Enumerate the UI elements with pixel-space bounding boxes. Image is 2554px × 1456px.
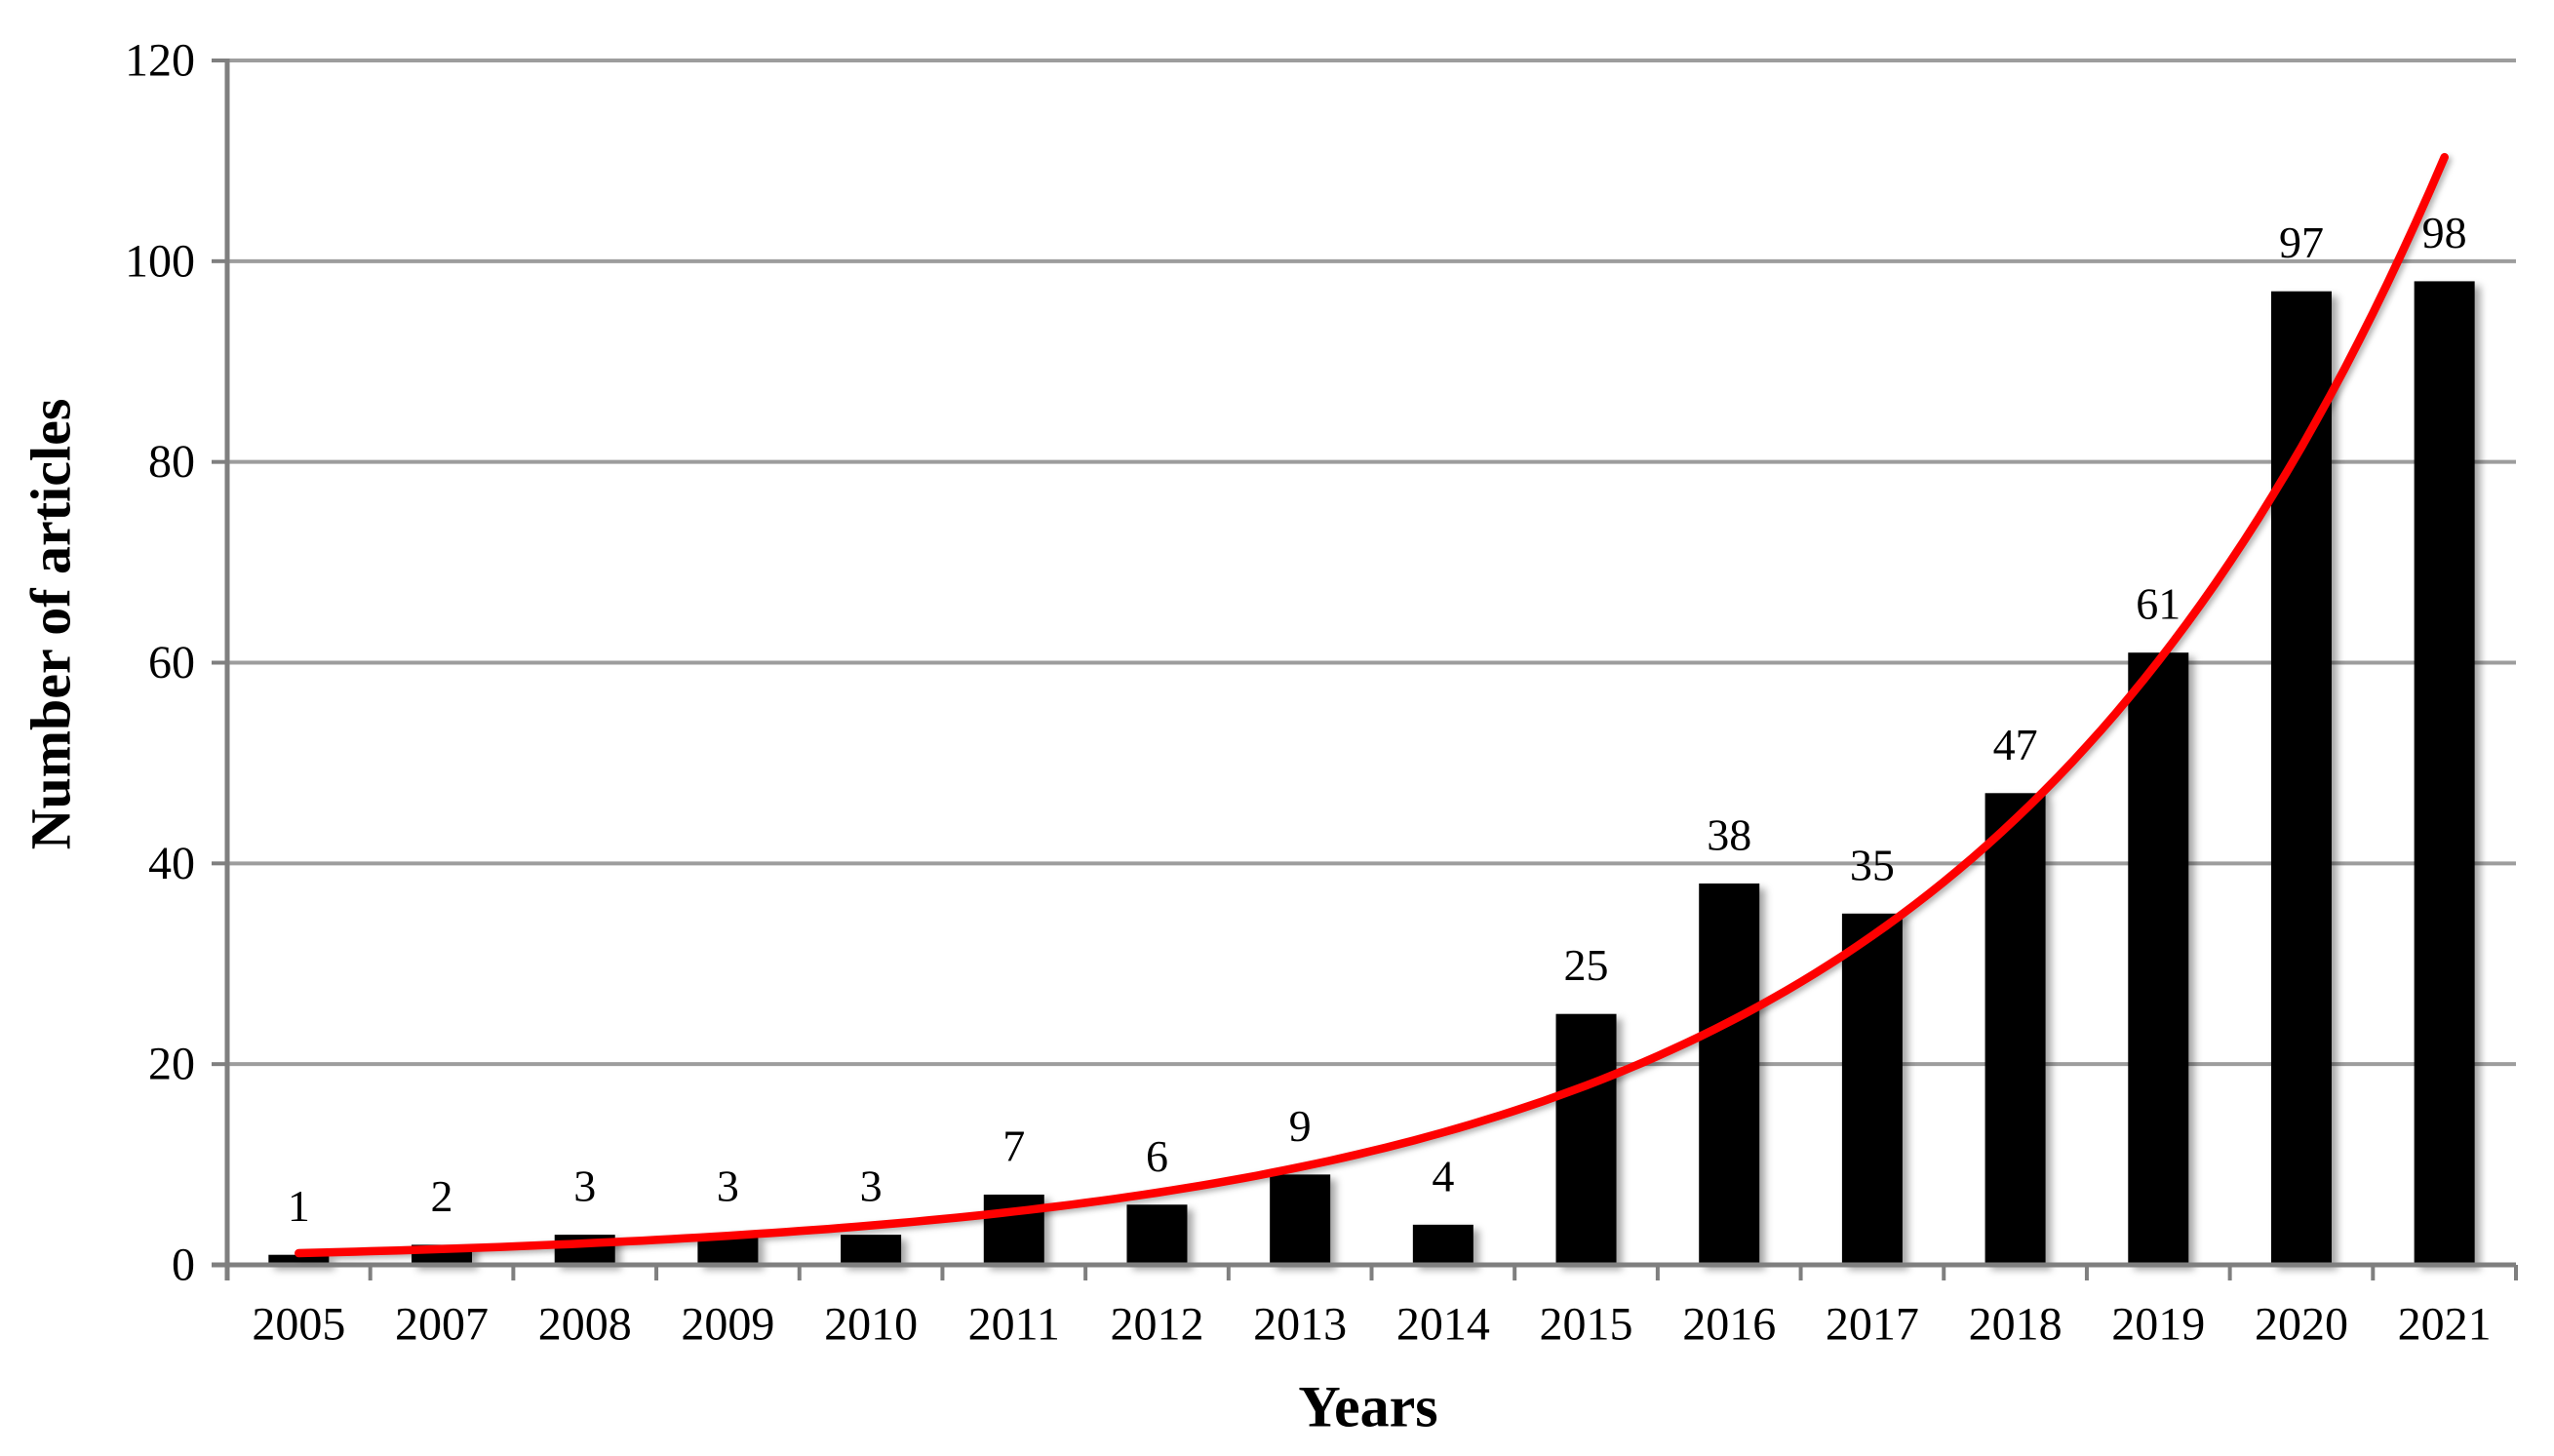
bar-2012 [1126,1204,1188,1265]
x-tick-label-2020: 2020 [2255,1299,2348,1351]
y-tick-label: 20 [148,1039,195,1090]
bar-value-label: 35 [1850,840,1895,889]
bar-value-label: 3 [860,1161,883,1211]
y-tick-label: 0 [172,1240,195,1291]
bar-2019 [2128,652,2189,1265]
x-axis-title: Years [1298,1374,1438,1439]
bar-2005 [268,1254,330,1265]
bar-2018 [1984,793,2046,1265]
bar-2014 [1412,1224,1473,1265]
bar-value-label: 1 [288,1181,310,1231]
bar-value-label: 2 [431,1171,453,1221]
x-tick-label-2018: 2018 [1969,1299,2063,1351]
x-tick-label-2010: 2010 [824,1299,918,1351]
bar-2016 [1699,883,1760,1265]
bar-value-label: 61 [2136,579,2181,629]
bar-value-label: 3 [573,1161,596,1211]
bar-value-label: 6 [1146,1131,1168,1181]
x-tick-label-2012: 2012 [1110,1299,1203,1351]
x-tick-label-2011: 2011 [968,1299,1060,1351]
bar-2021 [2414,281,2475,1266]
bar-value-label: 47 [1993,720,2038,769]
bar-value-label: 9 [1289,1101,1312,1151]
exponential-trendline [295,152,2449,1258]
bar-2015 [1555,1013,1617,1265]
bar-2020 [2270,291,2332,1265]
x-tick-label-2019: 2019 [2111,1299,2205,1351]
y-tick-label: 60 [148,637,195,689]
bar-value-label: 98 [2422,208,2467,257]
x-tick-label-2005: 2005 [252,1299,345,1351]
x-tick-label-2021: 2021 [2398,1299,2492,1351]
bar-2017 [1841,913,1903,1265]
y-tick-label: 120 [125,35,195,87]
x-tick-label-2009: 2009 [681,1299,774,1351]
bar-2013 [1270,1174,1331,1265]
x-tick-label-2017: 2017 [1826,1299,1919,1351]
y-tick-label: 100 [125,235,195,287]
x-tick-label-2015: 2015 [1540,1299,1633,1351]
y-axis-title: Number of articles [19,398,83,850]
bar-value-label: 97 [2279,217,2324,267]
y-tick-label: 80 [148,436,195,488]
bar-value-label: 7 [1002,1121,1025,1170]
bar-value-label: 4 [1432,1151,1454,1200]
bar-value-label: 25 [1564,940,1609,990]
x-tick-label-2007: 2007 [395,1299,489,1351]
x-tick-label-2016: 2016 [1682,1299,1776,1351]
bar-value-label: 38 [1707,809,1751,859]
y-tick-label: 40 [148,838,195,889]
x-tick-label-2014: 2014 [1396,1299,1490,1351]
bar-2010 [841,1235,902,1265]
x-tick-label-2008: 2008 [538,1299,632,1351]
x-tick-label-2013: 2013 [1253,1299,1347,1351]
bar-value-label: 3 [717,1161,739,1211]
